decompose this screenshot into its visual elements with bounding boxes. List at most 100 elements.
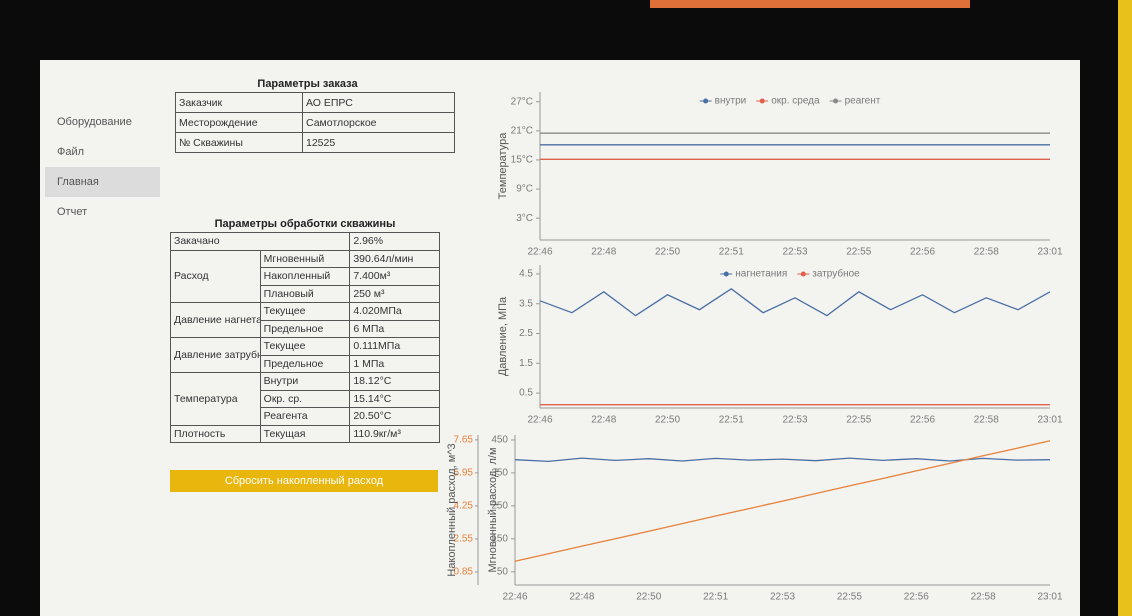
param-name: Внутри (260, 373, 350, 391)
param-value: 6 МПа (350, 320, 440, 338)
group-label: Давление затрубное (171, 338, 261, 373)
y-axis-label: Давление, МПа (497, 296, 509, 376)
y-axis-label: Температура (497, 132, 509, 200)
param-value: 15.14°C (350, 390, 440, 408)
x-tick-label: 22:48 (569, 592, 594, 603)
y-axis-label: Мгновенный расход, л/м (487, 447, 499, 572)
legend-label: реагент (845, 96, 881, 107)
group-label: Температура (171, 373, 261, 426)
x-tick-label: 22:58 (974, 415, 999, 426)
param-name: Текущее (260, 338, 350, 356)
legend-label: затрубное (812, 268, 860, 280)
y-tick-label: 3°C (516, 213, 533, 224)
param-name: Плановый (260, 285, 350, 303)
x-tick-label: 22:58 (971, 592, 996, 603)
y-tick-label: 2.5 (519, 328, 533, 339)
legend-marker (724, 272, 729, 277)
order-label: Месторождение (176, 113, 303, 133)
legend-label: нагнетания (735, 269, 787, 280)
param-name: Предельное (260, 320, 350, 338)
nav-item[interactable]: Файл (45, 137, 160, 167)
legend-label: окр. среда (771, 96, 820, 107)
reset-button[interactable]: Сбросить накопленный расход (170, 470, 438, 492)
x-tick-label: 22:51 (703, 592, 728, 603)
param-value: 4.020МПа (350, 303, 440, 321)
param-name: Текущее (260, 303, 350, 321)
group-value: 2.96% (350, 233, 440, 251)
param-value: 250 м³ (350, 285, 440, 303)
group-label: Давление нагнетания (171, 303, 261, 338)
order-value: 12525 (303, 133, 455, 153)
param-value: 20.50°C (350, 408, 440, 426)
x-tick-label: 22:53 (782, 415, 807, 426)
x-tick-label: 22:50 (655, 415, 680, 426)
param-name: Текущая (260, 425, 350, 443)
nav-item[interactable]: Оборудование (45, 107, 160, 137)
y-tick-label: 21°C (511, 125, 533, 136)
x-tick-label: 22:53 (782, 247, 807, 258)
y-tick-label: 15°C (511, 155, 533, 166)
x-tick-label: 22:56 (910, 415, 935, 426)
y2-axis-label: Накопленный расход, м^3 (446, 443, 458, 576)
order-label: № Скважины (176, 133, 303, 153)
group-label: Плотность (171, 425, 261, 443)
x-tick-label: 22:55 (846, 247, 871, 258)
x-tick-label: 22:50 (655, 247, 680, 258)
param-name: Мгновенный (260, 250, 350, 268)
x-tick-label: 22:55 (837, 592, 862, 603)
x-tick-label: 23:01 (1037, 592, 1062, 603)
y-tick-label: 3.5 (519, 298, 533, 309)
y-tick-label: 27°C (511, 96, 533, 107)
legend-marker (801, 272, 806, 277)
param-name: Окр. ср. (260, 390, 350, 408)
param-value: 0.111МПа (350, 338, 440, 356)
x-tick-label: 22:51 (719, 415, 744, 426)
param-value: 110.9кг/м³ (350, 425, 440, 443)
order-row: ЗаказчикАО ЕПРС (176, 93, 455, 113)
x-tick-label: 22:56 (904, 592, 929, 603)
legend-marker (760, 99, 765, 104)
param-name: Предельное (260, 355, 350, 373)
order-row: № Скважины12525 (176, 133, 455, 153)
order-title: Параметры заказа (175, 78, 440, 90)
legend-marker (833, 99, 838, 104)
nav-item[interactable]: Отчет (45, 197, 160, 227)
x-tick-label: 22:50 (636, 592, 661, 603)
x-tick-label: 23:01 (1037, 415, 1062, 426)
y-tick-label: 1.5 (519, 358, 533, 369)
order-table: ЗаказчикАО ЕПРСМесторождениеСамотлорское… (175, 92, 455, 153)
group-label: Расход (171, 250, 261, 303)
order-value: АО ЕПРС (303, 93, 455, 113)
nav-item[interactable]: Главная (45, 167, 160, 197)
y-tick-label: 450 (491, 435, 508, 446)
param-name: Реагента (260, 408, 350, 426)
x-tick-label: 23:01 (1037, 247, 1062, 258)
legend-marker (703, 99, 708, 104)
x-tick-label: 22:51 (719, 247, 744, 258)
param-value: 18.12°C (350, 373, 440, 391)
x-tick-label: 22:48 (591, 415, 616, 426)
processing-row: Давление затрубноеТекущее0.111МПа (171, 338, 440, 356)
param-value: 1 МПа (350, 355, 440, 373)
x-tick-label: 22:48 (591, 247, 616, 258)
param-value: 390.64л/мин (350, 250, 440, 268)
order-label: Заказчик (176, 93, 303, 113)
processing-title: Параметры обработки скважины (170, 218, 440, 230)
param-value: 7.400м³ (350, 268, 440, 286)
bezel-border (1118, 0, 1132, 616)
x-tick-label: 22:46 (527, 247, 552, 258)
x-tick-label: 22:56 (910, 247, 935, 258)
x-tick-label: 22:58 (974, 247, 999, 258)
page: {"sidebar": {"items": ["Оборудование", "… (0, 0, 1132, 616)
x-tick-label: 22:46 (527, 415, 552, 426)
x-tick-label: 22:53 (770, 592, 795, 603)
legend-label: внутри (715, 96, 747, 107)
group-label: Закачано (171, 233, 350, 251)
processing-row: Давление нагнетанияТекущее4.020МПа (171, 303, 440, 321)
y-tick-label: 4.5 (519, 269, 533, 280)
